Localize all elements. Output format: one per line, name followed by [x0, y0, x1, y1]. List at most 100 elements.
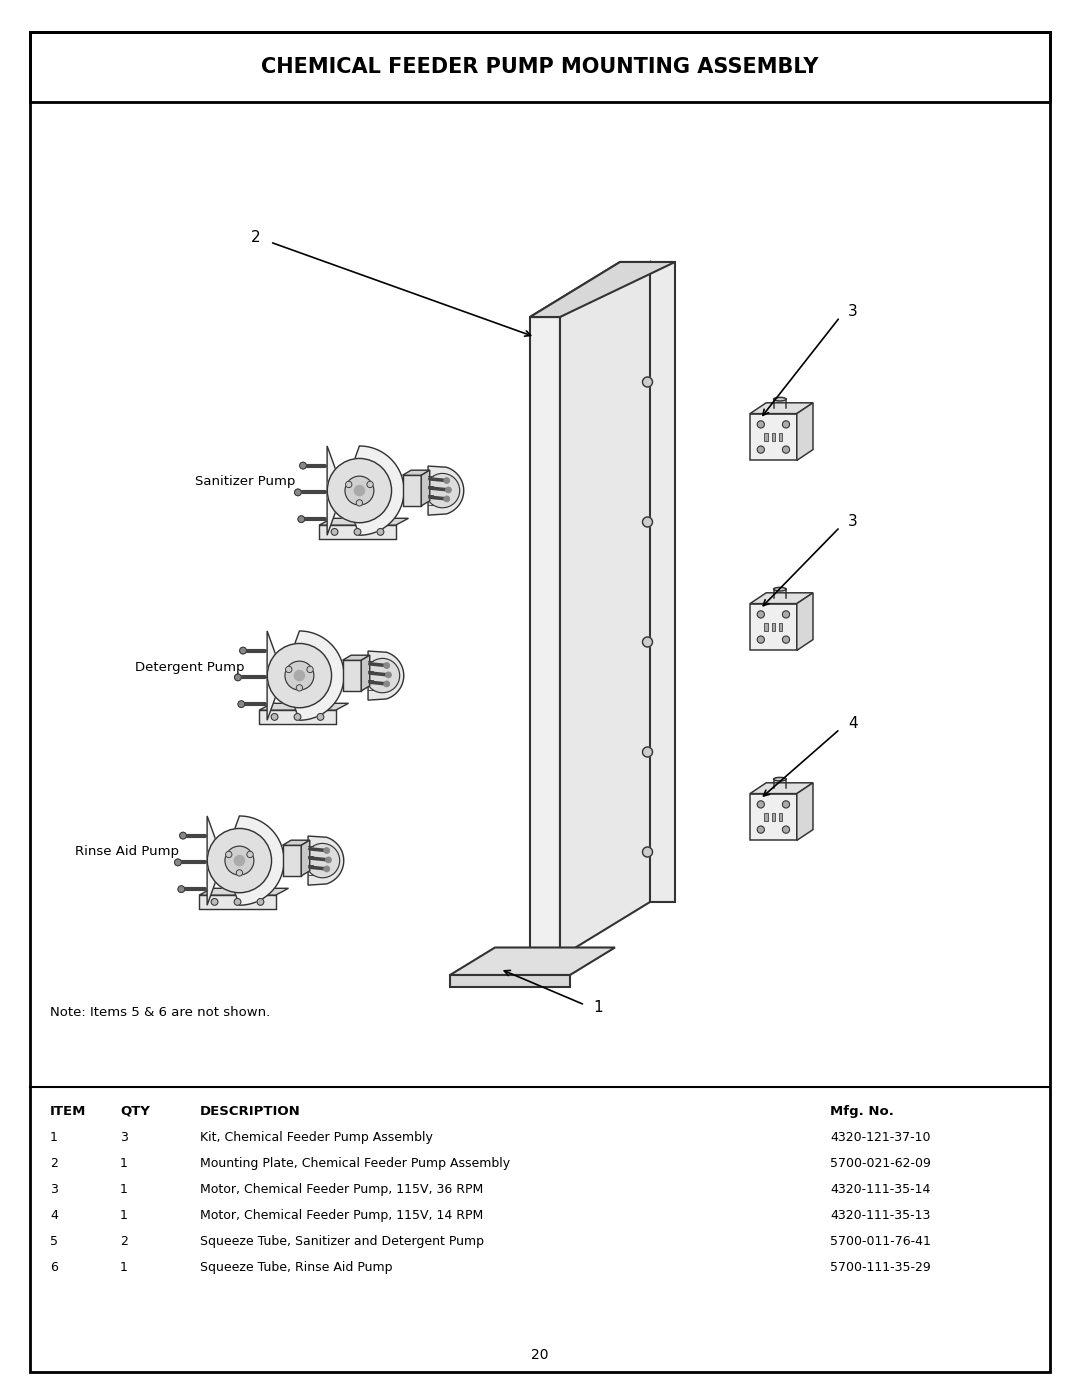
- Text: 4320-111-35-13: 4320-111-35-13: [831, 1208, 930, 1222]
- Circle shape: [307, 666, 313, 672]
- Bar: [320, 525, 395, 539]
- Circle shape: [782, 800, 789, 807]
- Text: 2: 2: [120, 1235, 127, 1248]
- Circle shape: [207, 828, 271, 893]
- Circle shape: [327, 458, 392, 522]
- Circle shape: [782, 446, 789, 453]
- Text: Mfg. No.: Mfg. No.: [831, 1105, 894, 1118]
- Circle shape: [318, 714, 324, 721]
- Text: 1: 1: [50, 1132, 58, 1144]
- Text: 6: 6: [50, 1261, 58, 1274]
- Bar: [750, 604, 797, 651]
- Text: 4320-121-37-10: 4320-121-37-10: [831, 1132, 931, 1144]
- Circle shape: [240, 647, 246, 654]
- Circle shape: [212, 898, 218, 905]
- Text: 1: 1: [120, 1183, 127, 1196]
- Circle shape: [757, 610, 765, 617]
- Polygon shape: [368, 651, 404, 700]
- Polygon shape: [530, 263, 675, 317]
- Bar: [283, 845, 301, 876]
- Circle shape: [238, 701, 245, 707]
- Text: Sanitizer Pump: Sanitizer Pump: [195, 475, 295, 489]
- Bar: [750, 414, 797, 461]
- Circle shape: [386, 672, 391, 678]
- Bar: [765, 433, 768, 440]
- Polygon shape: [259, 703, 349, 710]
- Polygon shape: [207, 816, 284, 905]
- Text: Mounting Plate, Chemical Feeder Pump Assembly: Mounting Plate, Chemical Feeder Pump Ass…: [200, 1157, 510, 1171]
- Circle shape: [643, 517, 652, 527]
- Polygon shape: [301, 840, 310, 876]
- Text: 5700-021-62-09: 5700-021-62-09: [831, 1157, 931, 1171]
- Circle shape: [325, 856, 332, 863]
- Polygon shape: [797, 402, 813, 461]
- Polygon shape: [750, 592, 813, 604]
- Circle shape: [234, 673, 241, 680]
- Text: DESCRIPTION: DESCRIPTION: [200, 1105, 300, 1118]
- Circle shape: [383, 680, 390, 687]
- Bar: [750, 793, 797, 841]
- Circle shape: [332, 528, 338, 535]
- Polygon shape: [450, 975, 570, 988]
- Circle shape: [285, 661, 314, 690]
- Polygon shape: [797, 592, 813, 651]
- Text: 4320-111-35-14: 4320-111-35-14: [831, 1183, 930, 1196]
- Circle shape: [356, 500, 363, 506]
- Text: 2: 2: [50, 1157, 58, 1171]
- Text: 4: 4: [848, 717, 858, 732]
- Bar: [765, 623, 768, 630]
- Bar: [342, 661, 361, 692]
- Circle shape: [175, 859, 181, 866]
- Polygon shape: [561, 263, 650, 957]
- Circle shape: [445, 488, 451, 493]
- Circle shape: [643, 847, 652, 856]
- Ellipse shape: [773, 777, 786, 781]
- Text: 5700-111-35-29: 5700-111-35-29: [831, 1261, 931, 1274]
- Text: 5700-011-76-41: 5700-011-76-41: [831, 1235, 931, 1248]
- Text: 4: 4: [50, 1208, 58, 1222]
- Circle shape: [377, 528, 383, 535]
- Circle shape: [237, 870, 243, 876]
- Text: ITEM: ITEM: [50, 1105, 86, 1118]
- Polygon shape: [327, 446, 404, 535]
- Circle shape: [365, 658, 400, 693]
- Text: Motor, Chemical Feeder Pump, 115V, 14 RPM: Motor, Chemical Feeder Pump, 115V, 14 RP…: [200, 1208, 483, 1222]
- Circle shape: [296, 685, 302, 692]
- Text: Rinse Aid Pump: Rinse Aid Pump: [75, 845, 179, 859]
- Circle shape: [782, 636, 789, 643]
- Polygon shape: [199, 888, 288, 895]
- Circle shape: [367, 481, 374, 488]
- Circle shape: [426, 474, 460, 507]
- Text: 2: 2: [251, 229, 260, 244]
- Polygon shape: [797, 782, 813, 841]
- Bar: [779, 623, 782, 630]
- Bar: [259, 710, 336, 724]
- Circle shape: [444, 496, 449, 502]
- Polygon shape: [283, 840, 310, 845]
- Bar: [765, 813, 768, 820]
- Text: QTY: QTY: [120, 1105, 150, 1118]
- Polygon shape: [267, 631, 345, 721]
- Polygon shape: [342, 655, 369, 661]
- Circle shape: [295, 671, 305, 680]
- Circle shape: [271, 714, 278, 721]
- Polygon shape: [450, 947, 615, 975]
- Text: 1: 1: [120, 1261, 127, 1274]
- Bar: [30, 32, 1050, 102]
- Bar: [779, 813, 782, 820]
- Text: 1: 1: [593, 999, 603, 1014]
- Circle shape: [782, 610, 789, 617]
- Circle shape: [383, 662, 390, 669]
- Bar: [199, 895, 275, 908]
- Text: Squeeze Tube, Sanitizer and Detergent Pump: Squeeze Tube, Sanitizer and Detergent Pu…: [200, 1235, 484, 1248]
- Text: Detergent Pump: Detergent Pump: [135, 661, 244, 673]
- Text: 3: 3: [848, 514, 858, 529]
- Polygon shape: [620, 263, 675, 902]
- Circle shape: [306, 844, 340, 877]
- Circle shape: [257, 898, 264, 905]
- Text: CHEMICAL FEEDER PUMP MOUNTING ASSEMBLY: CHEMICAL FEEDER PUMP MOUNTING ASSEMBLY: [261, 57, 819, 77]
- Circle shape: [247, 851, 253, 858]
- Polygon shape: [421, 471, 430, 506]
- Polygon shape: [530, 263, 650, 317]
- Bar: [771, 433, 775, 440]
